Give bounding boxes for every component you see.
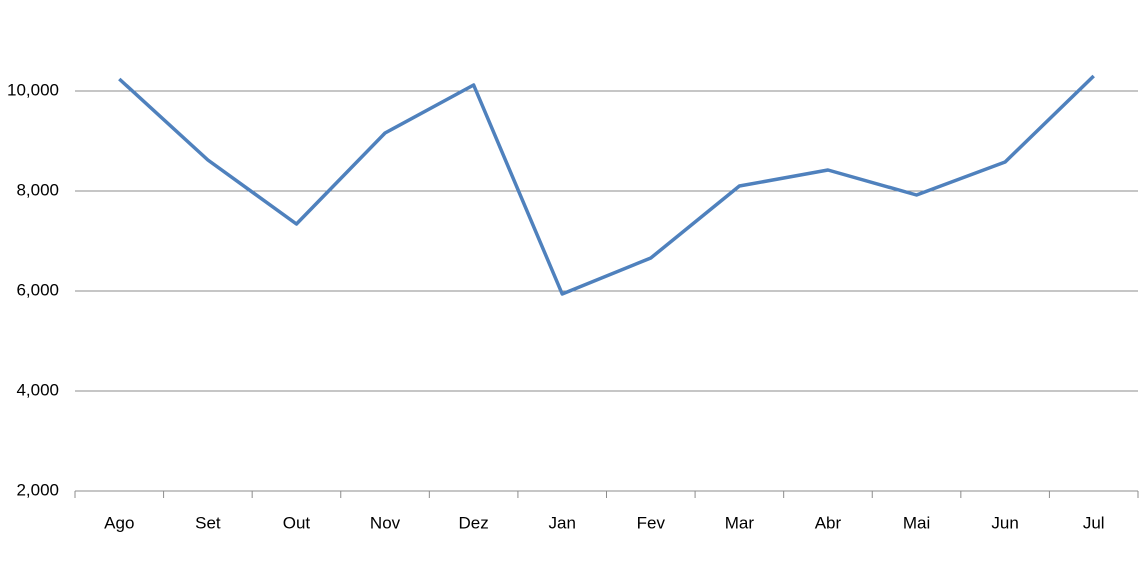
y-tick-label: 2,000 (16, 480, 59, 499)
x-tick-label: Jul (1083, 513, 1105, 532)
x-tick-label: Ago (104, 513, 134, 532)
x-tick-label: Dez (459, 513, 489, 532)
x-tick-label: Jan (548, 513, 575, 532)
x-tick-label: Mai (903, 513, 930, 532)
x-tick-label: Set (195, 513, 221, 532)
y-tick-label: 10,000 (7, 80, 59, 99)
line-series (118, 74, 1095, 296)
y-tick-label: 8,000 (16, 180, 59, 199)
x-tick-label: Out (283, 513, 311, 532)
x-tick-label: Jun (991, 513, 1018, 532)
x-tick-label: Abr (815, 513, 842, 532)
y-tick-label: 6,000 (16, 280, 59, 299)
x-tick-label: Fev (637, 513, 666, 532)
x-tick-label: Mar (725, 513, 755, 532)
x-tick-label: Nov (370, 513, 401, 532)
y-tick-label: 4,000 (16, 380, 59, 399)
